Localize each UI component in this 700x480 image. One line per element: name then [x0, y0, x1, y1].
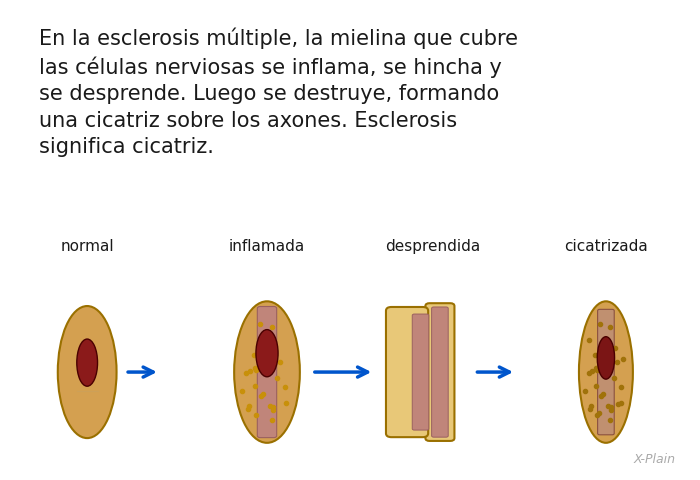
FancyBboxPatch shape	[412, 314, 429, 430]
Ellipse shape	[58, 306, 117, 438]
Text: X-Plain: X-Plain	[633, 454, 675, 467]
FancyBboxPatch shape	[426, 303, 454, 441]
Ellipse shape	[597, 336, 615, 379]
FancyBboxPatch shape	[598, 309, 614, 435]
Text: desprendida: desprendida	[386, 239, 481, 254]
Ellipse shape	[77, 339, 97, 386]
FancyBboxPatch shape	[386, 307, 428, 437]
FancyBboxPatch shape	[258, 307, 277, 438]
Text: inflamada: inflamada	[229, 239, 305, 254]
Ellipse shape	[234, 301, 300, 443]
Text: cicatrizada: cicatrizada	[564, 239, 648, 254]
Text: En la esclerosis múltiple, la mielina que cubre
las células nerviosas se inflama: En la esclerosis múltiple, la mielina qu…	[38, 28, 518, 157]
Ellipse shape	[579, 301, 633, 443]
Text: normal: normal	[60, 239, 114, 254]
FancyBboxPatch shape	[432, 307, 448, 437]
Ellipse shape	[256, 330, 278, 377]
